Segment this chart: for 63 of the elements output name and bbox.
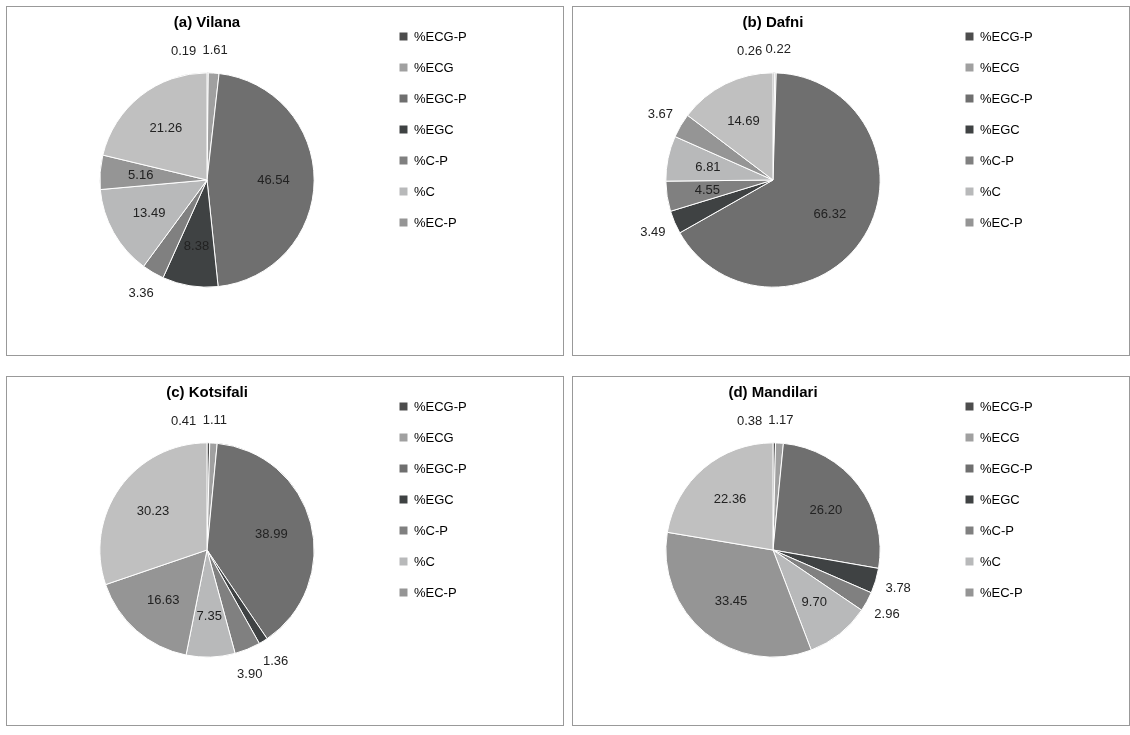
- data-label: 14.69: [727, 112, 760, 128]
- legend-label: %ECG: [980, 59, 1020, 75]
- data-label: 3.36: [128, 284, 154, 300]
- legend-label: %EGC-P: [414, 460, 467, 476]
- data-label: 0.19: [170, 43, 197, 59]
- legend-label: %ECG-P: [980, 28, 1033, 44]
- legend-label: %C: [414, 553, 435, 569]
- legend-label: %C-P: [980, 522, 1014, 538]
- legend-label: %C: [414, 183, 435, 199]
- data-label: 0.22: [765, 41, 791, 57]
- legend-label: %C-P: [414, 522, 448, 538]
- data-label: 3.67: [647, 105, 674, 121]
- data-label: 30.23: [136, 503, 170, 519]
- legend-label: %ECG: [980, 429, 1020, 445]
- data-label: 1.36: [263, 653, 289, 669]
- data-label: 22.36: [713, 491, 747, 507]
- legend-label: %EC-P: [980, 214, 1023, 230]
- data-label: 6.81: [695, 158, 721, 174]
- data-label: 1.11: [202, 411, 228, 427]
- data-label: 0.26: [736, 43, 763, 59]
- legend-label: %EGC-P: [980, 460, 1033, 476]
- data-label: 21.26: [149, 119, 183, 135]
- data-label: 7.35: [196, 608, 222, 624]
- data-label: 38.99: [255, 525, 288, 541]
- chart-title: (a) Vilana: [173, 13, 241, 30]
- data-label: 3.78: [885, 579, 911, 595]
- data-label: 2.96: [874, 605, 900, 621]
- legend-label: %ECG-P: [414, 398, 467, 414]
- data-label: 4.55: [694, 182, 721, 198]
- legend-label: %EGC: [980, 121, 1020, 137]
- legend-label: %ECG: [414, 59, 454, 75]
- data-label: 3.49: [640, 223, 666, 239]
- legend-label: %C: [980, 183, 1001, 199]
- data-label: 46.54: [257, 172, 290, 188]
- chart-title: (d) Mandilari: [728, 383, 818, 400]
- data-label: 1.61: [202, 41, 228, 57]
- legend-label: %ECG-P: [980, 398, 1033, 414]
- data-label: 13.49: [132, 204, 166, 220]
- legend-label: %EGC-P: [980, 90, 1033, 106]
- legend-label: %C: [980, 553, 1001, 569]
- data-label: 33.45: [714, 593, 748, 609]
- data-label: 1.17: [768, 411, 794, 427]
- data-label: 66.32: [813, 206, 847, 222]
- data-label: 16.63: [146, 591, 180, 607]
- legend-label: %C-P: [414, 152, 448, 168]
- legend-label: %EGC: [414, 121, 454, 137]
- legend-label: %EC-P: [414, 584, 457, 600]
- data-label: 0.38: [736, 413, 763, 429]
- data-label: 26.20: [809, 501, 843, 517]
- data-label: 0.41: [170, 413, 197, 429]
- data-label: 9.70: [801, 594, 827, 610]
- data-label: 5.16: [128, 167, 154, 183]
- data-label: 3.90: [237, 665, 263, 681]
- legend-label: %C-P: [980, 152, 1014, 168]
- legend-label: %ECG-P: [414, 28, 467, 44]
- chart-title: (c) Kotsifali: [166, 383, 248, 400]
- legend-label: %EGC: [980, 491, 1020, 507]
- legend-label: %EGC: [414, 491, 454, 507]
- legend-label: %EGC-P: [414, 90, 467, 106]
- legend-label: %ECG: [414, 429, 454, 445]
- legend-label: %EC-P: [414, 214, 457, 230]
- legend-label: %EC-P: [980, 584, 1023, 600]
- chart-title: (b) Dafni: [742, 13, 804, 30]
